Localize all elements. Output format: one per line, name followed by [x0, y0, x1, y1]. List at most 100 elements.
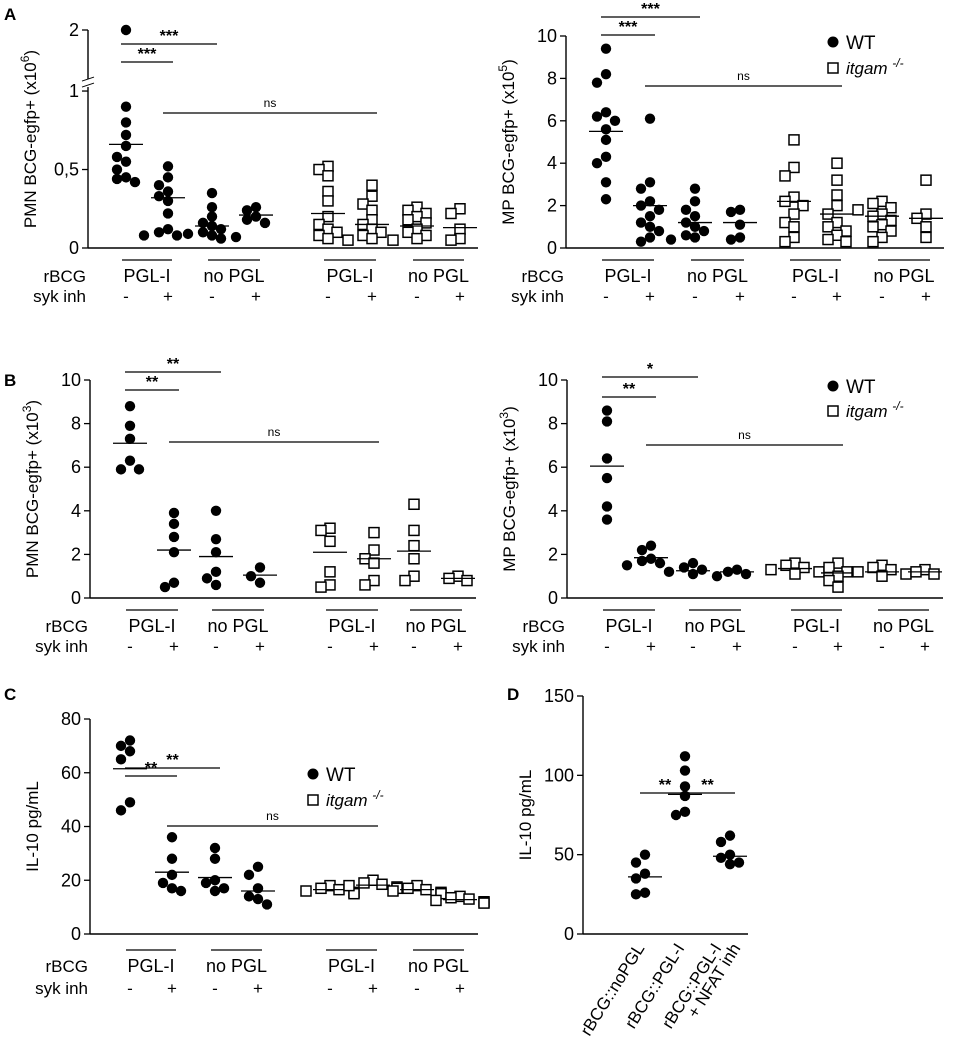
data-point-itgam — [852, 204, 864, 216]
data-column — [665, 183, 712, 245]
data-point-wt — [715, 852, 727, 864]
data-point-itgam — [315, 882, 327, 895]
data-point-wt — [679, 765, 691, 776]
y-tick-label: 2 — [71, 544, 81, 564]
significance-label: ** — [701, 777, 714, 794]
data-point-wt — [696, 564, 708, 575]
syk-sign: - — [123, 287, 129, 306]
data-column — [713, 830, 747, 870]
data-point-wt — [129, 176, 141, 188]
data-point-wt — [630, 889, 642, 900]
group-label: PGL-I — [123, 266, 170, 286]
data-point-itgam — [779, 170, 791, 182]
data-point-wt — [162, 223, 174, 235]
data-point-wt — [680, 230, 692, 241]
data-point-wt — [115, 740, 127, 752]
y-tick-label: 0 — [547, 238, 557, 258]
group-label: no PGL — [405, 616, 466, 636]
syk-sign: - — [603, 287, 609, 306]
y-axis-label: IL-10 pg/mL — [516, 770, 535, 861]
data-point-itgam — [461, 574, 473, 587]
y-tick-label: 50 — [554, 845, 574, 865]
data-point-wt — [609, 115, 621, 127]
group-label: PGL-I — [326, 266, 373, 286]
data-point-wt — [254, 562, 266, 573]
data-point-wt — [168, 577, 180, 588]
data-point-wt — [153, 180, 165, 191]
y-tick-label: 2 — [547, 196, 557, 216]
panel-letter-b: B — [4, 371, 16, 390]
data-point-itgam — [402, 226, 414, 239]
data-point-itgam — [324, 535, 336, 548]
data-point-wt — [209, 875, 221, 886]
legend-marker-wt — [827, 380, 839, 392]
syk-sign: + — [455, 287, 465, 306]
syk-sign: - — [690, 637, 696, 656]
data-point-itgam — [813, 566, 825, 578]
data-point-wt — [162, 186, 174, 197]
data-column — [313, 522, 347, 593]
data-point-itgam — [368, 557, 380, 569]
data-point-wt — [209, 853, 221, 864]
data-point-itgam — [780, 559, 792, 572]
data-point-wt — [644, 177, 656, 188]
data-point-itgam — [322, 185, 334, 198]
data-point-wt — [645, 540, 657, 551]
syk-sign: + — [369, 637, 379, 656]
data-column — [198, 842, 232, 897]
data-column — [628, 849, 662, 900]
data-point-wt — [630, 857, 642, 868]
row-label-syk-inh: syk inh — [511, 287, 564, 306]
data-point-wt — [159, 581, 171, 593]
data-point-itgam — [322, 232, 334, 245]
data-point-wt — [153, 227, 165, 238]
data-point-itgam — [366, 232, 378, 245]
data-point-wt — [124, 433, 136, 445]
data-point-itgam — [852, 566, 864, 578]
data-point-wt — [259, 217, 271, 229]
data-column — [668, 751, 702, 821]
data-point-wt — [171, 230, 183, 241]
y-axis-label: PMN BCG-egfp+ (x106) — [18, 50, 40, 228]
data-point-itgam — [324, 566, 336, 578]
syk-sign: + — [832, 287, 842, 306]
data-point-wt — [636, 555, 648, 567]
group-label: PGL-I — [605, 616, 652, 636]
data-point-itgam — [885, 225, 897, 237]
y-axis-label: MP BCG-egfp+ (x105) — [496, 59, 518, 225]
data-point-wt — [600, 107, 612, 118]
y-tick-label: 20 — [61, 870, 81, 890]
data-point-wt — [689, 211, 701, 222]
axis-break-mark — [81, 76, 95, 82]
data-point-wt — [680, 204, 692, 216]
data-point-itgam — [430, 894, 442, 907]
data-point-wt — [600, 68, 612, 80]
y-tick-label: 6 — [548, 457, 558, 477]
data-point-itgam — [788, 208, 800, 220]
data-point-itgam — [342, 234, 354, 246]
data-point-wt — [601, 405, 613, 416]
syk-sign: + — [367, 287, 377, 306]
data-column — [821, 557, 855, 593]
data-point-itgam — [322, 195, 334, 207]
data-point-wt — [644, 211, 656, 222]
data-column — [342, 179, 389, 246]
data-point-itgam — [387, 885, 399, 897]
data-point-wt — [687, 557, 699, 569]
data-point-itgam — [876, 570, 888, 582]
data-point-itgam — [788, 134, 800, 146]
data-point-itgam — [315, 581, 327, 593]
data-point-wt — [168, 518, 180, 530]
legend-marker-itgam — [307, 794, 319, 806]
data-point-wt — [115, 754, 127, 765]
data-point-itgam — [920, 231, 932, 244]
data-point-itgam — [366, 179, 378, 191]
y-tick-label: 10 — [537, 26, 557, 46]
y-tick-label: 0 — [69, 238, 79, 258]
syk-sign: - — [879, 287, 885, 306]
data-point-wt — [241, 205, 253, 216]
data-point-wt — [115, 464, 127, 475]
data-point-wt — [168, 531, 180, 543]
data-point-wt — [124, 400, 136, 412]
